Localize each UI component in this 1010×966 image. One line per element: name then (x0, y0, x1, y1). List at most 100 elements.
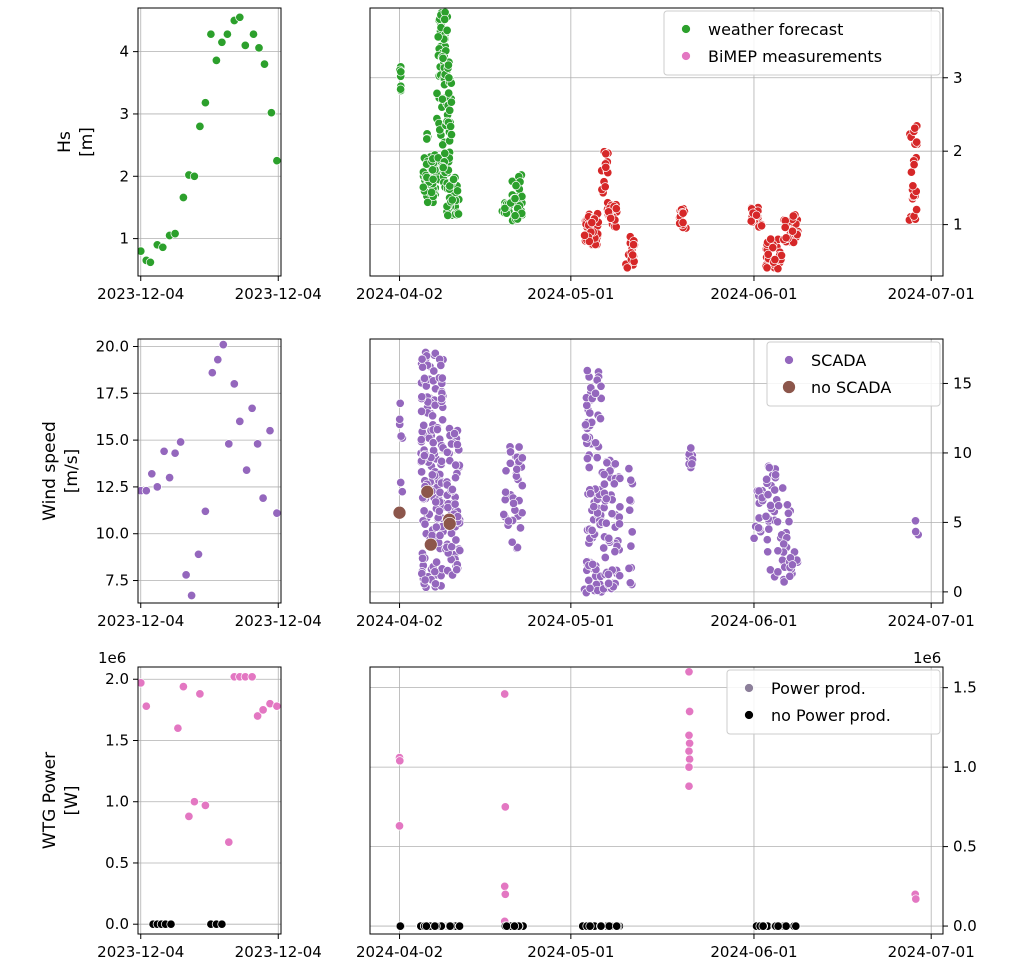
data-point (911, 527, 921, 537)
data-point (396, 67, 406, 77)
data-point (187, 590, 197, 601)
data-point (773, 921, 783, 931)
data-point (173, 723, 183, 733)
data-point (447, 195, 457, 205)
y-axis-label-line: [m] (77, 127, 97, 157)
data-point (141, 486, 151, 496)
y-tick-label: 3 (953, 69, 963, 87)
data-point (193, 549, 204, 559)
data-point (396, 431, 406, 441)
data-point (200, 800, 210, 810)
y-tick-label: 2 (119, 167, 129, 185)
data-point (224, 837, 234, 847)
data-point (247, 403, 257, 413)
y-tick-label: 2.0 (105, 670, 129, 688)
x-tick-label: 2024-05-01 (527, 612, 614, 630)
data-point (911, 894, 921, 904)
data-point (510, 211, 520, 221)
y-tick-label: 0 (953, 583, 963, 601)
data-point (582, 366, 592, 376)
data-point (235, 416, 245, 426)
data-point (626, 541, 636, 551)
legend-marker (681, 24, 691, 34)
x-tick-label: 2023-12-04 (97, 943, 184, 961)
data-point (500, 881, 510, 891)
data-point (450, 473, 461, 483)
data-point (181, 570, 191, 580)
data-point (778, 483, 788, 493)
data-point (435, 125, 445, 135)
data-point (396, 477, 406, 488)
data-point (585, 488, 595, 499)
data-point (515, 523, 526, 533)
data-point (749, 533, 759, 543)
data-point (590, 388, 601, 398)
data-point (452, 440, 462, 450)
data-point (138, 678, 146, 688)
data-point (773, 546, 783, 556)
plot-frame (369, 338, 944, 604)
data-point (430, 579, 441, 589)
data-point (770, 485, 780, 495)
data-point (507, 537, 517, 547)
data-point (596, 393, 606, 403)
data-point (189, 171, 199, 181)
data-point (443, 60, 453, 70)
data-point (428, 174, 438, 184)
data-point (582, 400, 592, 410)
data-point (510, 194, 520, 204)
data-point (782, 500, 792, 510)
data-point (684, 781, 694, 791)
data-point (764, 463, 774, 473)
data-point (626, 475, 636, 485)
data-point (612, 921, 622, 931)
data-point (787, 560, 797, 570)
data-point (430, 348, 440, 358)
data-point (427, 187, 437, 197)
data-point (502, 921, 512, 931)
data-point (138, 246, 146, 256)
legend-marker (784, 355, 794, 365)
data-point (452, 186, 463, 196)
data-point (603, 569, 613, 579)
plot-frame (369, 666, 944, 935)
data-points (394, 667, 921, 931)
legend-marker (744, 710, 754, 720)
data-point (585, 921, 595, 931)
data-point (272, 508, 281, 518)
data-point (420, 484, 435, 499)
data-point (785, 571, 795, 581)
y-tick-label: 10.0 (96, 525, 129, 543)
data-point (217, 37, 227, 47)
data-points (392, 347, 923, 598)
y-axis-label: Wind speed [m/s] (40, 421, 82, 521)
legend-label: weather forecast (708, 20, 843, 39)
data-point (503, 516, 514, 526)
data-point (394, 821, 405, 831)
data-point (773, 567, 783, 577)
data-point (781, 921, 791, 931)
y-axis-label-line: [m/s] (62, 449, 82, 493)
data-point (178, 192, 188, 203)
data-point (395, 921, 405, 931)
data-point (438, 140, 448, 150)
data-point (585, 408, 595, 418)
data-point (213, 355, 223, 365)
data-point (773, 517, 783, 527)
legend-label: SCADA (811, 351, 866, 370)
data-point (600, 182, 610, 192)
data-point (610, 547, 620, 557)
data-point (751, 210, 762, 220)
y-tick-label: 2 (953, 142, 963, 160)
data-point (765, 565, 775, 575)
data-point (685, 706, 695, 717)
x-tick-label: 2024-06-01 (710, 285, 797, 303)
legend-marker (782, 380, 796, 394)
data-point (906, 167, 916, 177)
data-point (445, 105, 455, 115)
data-point (176, 437, 186, 447)
plot-frame (137, 7, 282, 277)
data-point (431, 497, 441, 507)
data-point (766, 234, 776, 244)
